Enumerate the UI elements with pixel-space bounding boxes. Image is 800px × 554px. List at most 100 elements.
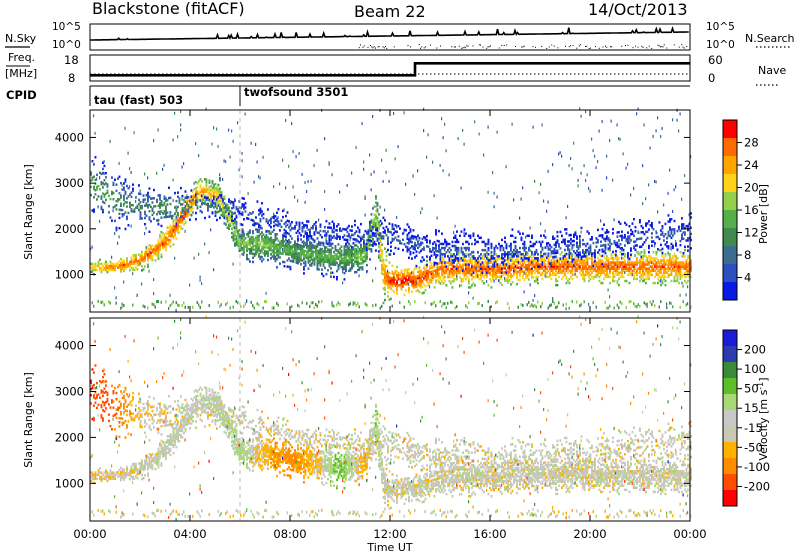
power-cell <box>552 273 554 277</box>
power-cell <box>468 277 470 281</box>
power-cell <box>378 227 380 231</box>
power-cell <box>537 267 539 271</box>
power-cell <box>228 227 230 231</box>
power-cell <box>535 305 537 309</box>
power-cell <box>549 273 551 277</box>
power-cell <box>238 206 241 209</box>
power-cell <box>372 232 374 235</box>
power-cell <box>469 261 472 264</box>
noise-tick-right-bottom: 10^0 <box>706 39 735 51</box>
power-cell <box>153 249 155 253</box>
power-cell <box>196 194 199 197</box>
power-cell <box>547 306 549 310</box>
power-cell <box>327 248 329 251</box>
power-cell <box>612 271 614 275</box>
power-cell <box>600 269 602 272</box>
power-cell <box>178 199 181 202</box>
power-cell <box>622 252 625 256</box>
power-cell <box>166 215 169 219</box>
power-cell <box>400 281 403 285</box>
power-cell <box>427 275 430 279</box>
power-cell <box>562 275 565 279</box>
power-cell <box>565 263 568 266</box>
power-cell <box>270 257 272 260</box>
power-cell <box>153 188 155 192</box>
power-cell <box>193 187 196 191</box>
power-cell <box>238 239 241 242</box>
power-cell <box>604 273 607 277</box>
nsearch-point <box>478 44 480 46</box>
power-cell <box>294 252 296 256</box>
power-cell <box>109 301 111 305</box>
nsearch-point <box>451 46 453 48</box>
power-cell <box>483 267 485 271</box>
power-cell <box>259 255 262 259</box>
power-cell <box>136 264 139 267</box>
power-cell <box>454 234 457 237</box>
power-cell <box>402 232 404 235</box>
power-cell <box>531 269 533 273</box>
power-cell <box>477 263 479 267</box>
power-cell <box>453 280 455 283</box>
power-cell <box>609 138 611 142</box>
power-cell <box>366 246 368 250</box>
power-cell <box>195 199 197 202</box>
power-cell <box>564 248 566 252</box>
power-cell <box>535 275 538 279</box>
power-cell <box>531 303 533 307</box>
power-cell <box>379 248 382 252</box>
power-cell <box>231 200 233 204</box>
power-cell <box>106 183 109 186</box>
power-cell <box>472 267 475 271</box>
power-cell <box>477 265 479 269</box>
power-cell <box>438 280 440 284</box>
power-cell <box>391 278 394 282</box>
power-cell <box>255 246 257 250</box>
power-cell <box>408 268 410 271</box>
power-cell <box>196 198 198 202</box>
power-cell <box>540 267 542 270</box>
power-cell <box>489 277 491 281</box>
power-cell <box>589 265 592 268</box>
power-cell <box>507 260 509 264</box>
power-cell <box>217 194 220 197</box>
power-cell <box>301 172 303 176</box>
power-cell <box>274 251 277 254</box>
power-cell <box>144 198 146 201</box>
power-cell <box>435 233 437 236</box>
power-cell <box>415 264 418 268</box>
power-cell <box>217 196 220 199</box>
power-cell <box>262 306 264 310</box>
power-cell <box>477 274 479 278</box>
power-cell <box>390 287 392 290</box>
power-cell <box>625 263 628 266</box>
power-cell <box>297 235 299 238</box>
power-cell <box>349 302 351 306</box>
power-cell <box>589 269 592 272</box>
power-cell <box>96 187 98 191</box>
power-cell <box>340 261 343 265</box>
power-cell <box>148 218 151 221</box>
power-cell <box>346 230 349 234</box>
power-cell <box>436 216 438 220</box>
power-cell <box>223 211 226 215</box>
power-cell <box>582 243 584 246</box>
power-cell <box>550 245 553 249</box>
power-cell <box>510 244 512 248</box>
power-cell <box>193 181 195 185</box>
power-cell <box>186 204 188 207</box>
power-cell <box>259 224 262 228</box>
power-cell <box>315 302 317 306</box>
power-cell <box>258 249 260 252</box>
power-cell <box>280 225 283 229</box>
power-cell <box>394 278 397 281</box>
power-cell <box>465 277 467 281</box>
nsearch-point <box>548 46 550 48</box>
power-cell <box>628 235 631 238</box>
power-cell <box>481 257 484 260</box>
power-cell <box>457 248 460 252</box>
power-cell <box>403 243 406 246</box>
power-cell <box>565 307 567 311</box>
power-cell <box>232 222 235 226</box>
power-cell <box>195 217 197 221</box>
